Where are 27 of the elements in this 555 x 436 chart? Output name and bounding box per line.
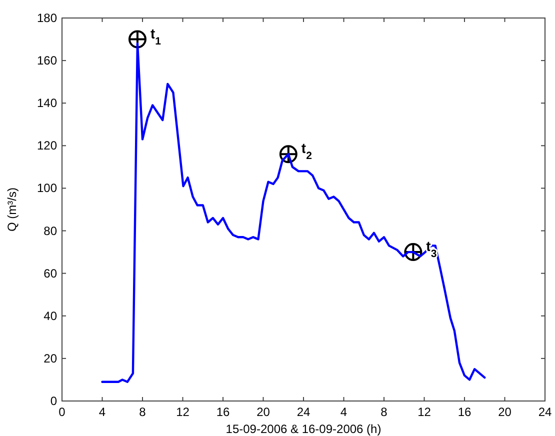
- x-tick-label: 12: [176, 405, 190, 419]
- x-tick-label: 16: [458, 405, 472, 419]
- y-axis-title: Q (m³/s): [5, 188, 19, 232]
- y-tick-label: 160: [36, 54, 58, 68]
- x-tick-label: 20: [498, 405, 512, 419]
- x-tick-label: 16: [216, 405, 230, 419]
- y-tick-label: 120: [36, 138, 58, 153]
- y-tick-label: 60: [44, 266, 58, 280]
- annotation: t$_{1}$: [150, 25, 162, 48]
- x-tick-label: 4: [340, 405, 348, 419]
- annotation: t$_{2}$: [301, 140, 312, 162]
- x-tick-label: 8: [139, 405, 146, 419]
- y-tick-label: 180: [36, 11, 58, 25]
- y-tick-label: 0: [50, 394, 58, 408]
- y-tick-label: 40: [44, 308, 58, 323]
- x-tick-label: 8: [380, 405, 388, 419]
- y-tick-label: 80: [44, 224, 58, 238]
- x-axis-title: 15-09-2006 & 16-09-2006 (h): [226, 422, 382, 436]
- x-tick-label: 4: [98, 405, 106, 419]
- y-tick-label: 20: [44, 351, 58, 366]
- x-tick-label: 24: [538, 405, 552, 419]
- y-tick-label: 100: [36, 181, 58, 196]
- x-tick-label: 24: [296, 405, 310, 419]
- y-tick-label: 140: [36, 96, 58, 110]
- x-tick-label: 0: [58, 405, 66, 419]
- x-tick-label: 20: [256, 405, 270, 419]
- x-tick-label: 12: [418, 405, 432, 419]
